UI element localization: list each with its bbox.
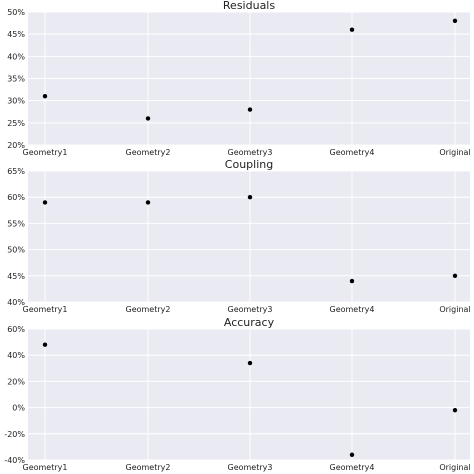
y-tick-label: 65% [7,167,25,176]
y-tick-label: 60% [7,325,25,334]
x-tick-label: Geometry3 [228,148,273,157]
x-tick-label: Original [439,463,470,472]
y-tick-label: 35% [7,75,25,84]
chart-title-1: Residuals [223,0,275,12]
data-point-original [452,18,458,24]
data-point-geometry3 [247,107,253,112]
data-point-geometry1 [42,94,48,99]
data-point-original [452,408,458,413]
data-point-geometry3 [247,195,253,200]
y-tick-label: 0% [12,404,25,413]
y-tick-label: 25% [7,119,25,128]
x-tick-label: Original [439,305,470,314]
x-tick-label: Geometry4 [330,463,375,472]
y-tick-label: 50% [7,246,25,255]
data-point-geometry4 [349,278,355,284]
chart-title-3: Accuracy [224,316,275,329]
y-tick-label: 40% [7,351,25,360]
y-tick-label: 45% [7,30,25,39]
y-tick-label: 40% [7,298,25,307]
x-tick-label: Geometry3 [228,305,273,314]
chart-title-2: Coupling [225,158,273,171]
x-tick-label: Geometry2 [126,305,171,314]
data-point-geometry1 [42,200,48,205]
y-tick-label: 60% [7,193,25,202]
x-tick-label: Geometry1 [23,463,68,472]
data-point-original [452,273,458,278]
y-tick-label: 20% [7,377,25,386]
y-tick-label: 45% [7,272,25,281]
data-point-geometry3 [247,360,253,366]
data-point-geometry1 [42,342,48,347]
x-tick-label: Geometry4 [330,305,375,314]
y-tick-label: 55% [7,219,25,228]
data-point-geometry4 [349,452,355,457]
y-tick-label: -20% [4,430,25,439]
y-tick-label: 50% [7,8,25,17]
plot-background-2 [28,171,470,302]
x-tick-label: Original [439,148,470,157]
data-point-geometry4 [349,27,355,32]
x-tick-label: Geometry1 [23,148,68,157]
y-tick-label: 30% [7,97,25,106]
x-tick-label: Geometry3 [228,463,273,472]
x-tick-label: Geometry4 [330,148,375,157]
x-tick-label: Geometry1 [23,305,68,314]
y-tick-label: 20% [7,141,25,150]
x-tick-label: Geometry2 [126,463,171,472]
data-point-geometry2 [145,116,151,121]
data-point-geometry2 [145,200,151,205]
y-tick-label: -40% [4,456,25,465]
x-tick-label: Geometry2 [126,148,171,157]
plot-background-3 [28,329,470,460]
y-tick-label: 40% [7,52,25,61]
